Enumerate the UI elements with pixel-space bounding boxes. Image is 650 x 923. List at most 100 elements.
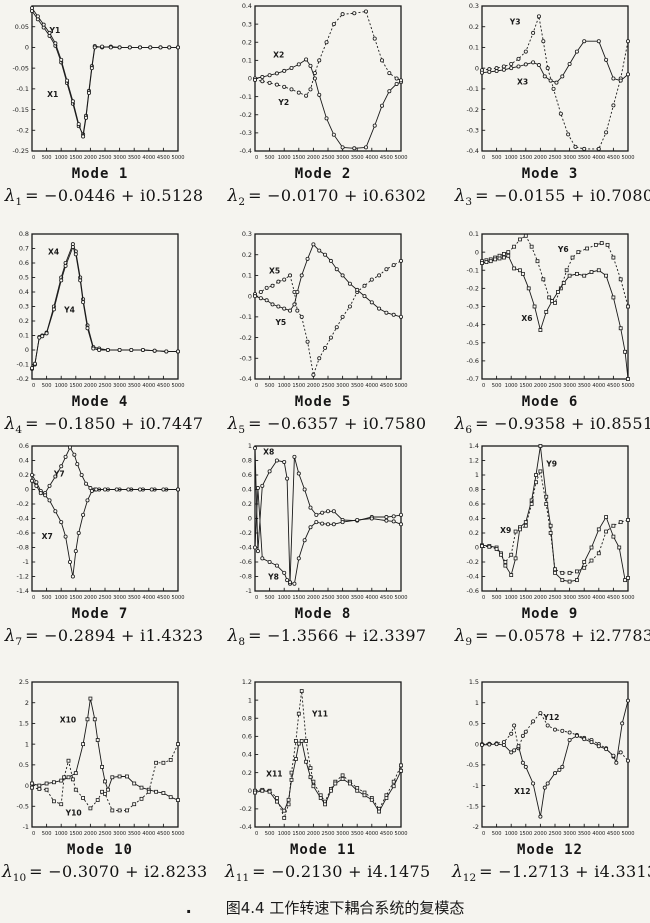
- y-tick-label: 0: [25, 44, 29, 52]
- data-marker: [66, 775, 71, 780]
- data-marker: [168, 757, 173, 762]
- x-tick-label: 1000: [278, 155, 291, 161]
- data-marker: [176, 798, 180, 802]
- mode-12-label: Mode 12: [516, 842, 583, 858]
- data-marker: [285, 476, 290, 481]
- data-marker: [299, 314, 304, 319]
- x-tick-label: 5000: [172, 155, 185, 161]
- x-tick-label: 2000: [84, 595, 97, 601]
- x-tick-label: 1000: [55, 831, 68, 837]
- data-marker: [573, 144, 578, 149]
- data-marker: [275, 796, 279, 800]
- data-marker: [30, 781, 34, 786]
- data-marker: [296, 471, 301, 476]
- data-marker: [340, 773, 345, 778]
- data-marker: [78, 278, 83, 283]
- data-marker: [363, 9, 368, 14]
- data-marker: [377, 809, 382, 814]
- data-marker: [70, 245, 75, 250]
- data-marker: [318, 796, 323, 800]
- y-tick-label: 0: [25, 486, 29, 494]
- data-marker: [538, 814, 543, 819]
- data-marker: [91, 346, 96, 351]
- x-tick-label: 3000: [336, 595, 349, 601]
- data-marker: [84, 481, 89, 486]
- y-tick-label: 0.6: [242, 471, 252, 479]
- y-tick-label: 0.05: [15, 23, 29, 31]
- data-marker: [626, 518, 630, 522]
- data-marker: [574, 49, 579, 54]
- y-tick-label: -0.1: [467, 266, 479, 274]
- data-marker: [95, 738, 100, 742]
- y-tick-label: 0.2: [242, 769, 252, 777]
- data-marker: [340, 273, 345, 278]
- data-marker: [103, 487, 108, 492]
- data-marker: [582, 39, 587, 44]
- series-line-X7: [31, 480, 178, 577]
- y-tick-label: -0.2: [240, 805, 252, 813]
- lambda-subscript: 7: [15, 636, 23, 649]
- data-marker: [132, 781, 137, 786]
- data-marker: [567, 273, 572, 278]
- data-marker: [52, 780, 56, 785]
- data-marker: [308, 775, 313, 780]
- x-tick-label: 2500: [99, 831, 112, 837]
- data-marker: [618, 520, 623, 525]
- data-marker: [59, 57, 64, 62]
- data-marker: [314, 512, 319, 517]
- series-label-X12: X12: [514, 787, 530, 796]
- lambda-5-formula: λ5 = −0.6357 + i0.7580: [225, 414, 429, 436]
- data-marker: [520, 271, 525, 276]
- data-marker: [560, 570, 565, 575]
- data-marker: [267, 73, 272, 78]
- data-marker: [176, 742, 180, 747]
- x-tick-label: 4000: [592, 383, 605, 389]
- x-tick-label: 4500: [157, 383, 170, 389]
- data-marker: [304, 57, 309, 62]
- mode-3-plot: 0.30.20.10-0.1-0.2-0.3-0.40 500 1000 1500 20…: [467, 2, 635, 161]
- mode-4-cell: 0.8 0.7 0.6 0.5 0.4 0.3 0.2 0.1 0 -0.1 -0.2 0 500 100…: [2, 230, 214, 436]
- data-marker: [544, 502, 549, 506]
- x-tick-label: 4500: [380, 155, 393, 161]
- x-tick-label: 5000: [395, 383, 408, 389]
- data-marker: [59, 802, 64, 807]
- data-marker: [394, 81, 399, 86]
- y-tick-label: -2: [473, 823, 479, 831]
- data-marker: [70, 99, 75, 104]
- data-marker: [582, 560, 587, 564]
- data-marker: [536, 14, 541, 19]
- y-tick-label: 1.2: [242, 678, 252, 686]
- x-tick-label: 0: [32, 831, 35, 837]
- lambda-symbol: λ: [452, 862, 463, 882]
- data-marker: [35, 14, 40, 19]
- data-marker: [503, 563, 508, 568]
- data-marker: [561, 281, 566, 285]
- data-marker: [567, 62, 572, 67]
- x-tick-label: 2000: [307, 831, 320, 837]
- data-marker: [512, 244, 517, 249]
- data-marker: [158, 45, 163, 50]
- y-tick-label: -0.6: [240, 558, 252, 566]
- data-marker: [125, 808, 129, 813]
- plot-frame: [31, 445, 179, 592]
- data-marker: [331, 509, 336, 514]
- data-marker: [331, 132, 336, 137]
- data-marker: [88, 806, 93, 811]
- data-marker: [518, 268, 522, 273]
- lambda-subscript: 6: [465, 424, 473, 437]
- data-marker: [512, 723, 517, 728]
- data-marker: [288, 580, 293, 585]
- lambda-subscript: 9: [465, 636, 473, 649]
- x-tick-label: 1500: [519, 831, 532, 837]
- y-tick-label: 0.4: [19, 457, 29, 465]
- data-marker: [331, 522, 336, 527]
- x-tick-label: 3000: [113, 831, 126, 837]
- data-marker: [531, 60, 536, 65]
- data-marker: [352, 146, 357, 151]
- mode-1-plot: 0.050-0.05-0.1-0.15-0.2-0.250 500 1000 1500…: [12, 5, 185, 161]
- data-marker: [275, 799, 279, 804]
- data-marker: [317, 92, 322, 97]
- data-marker: [100, 789, 104, 794]
- data-marker: [340, 145, 345, 150]
- data-marker: [575, 271, 579, 276]
